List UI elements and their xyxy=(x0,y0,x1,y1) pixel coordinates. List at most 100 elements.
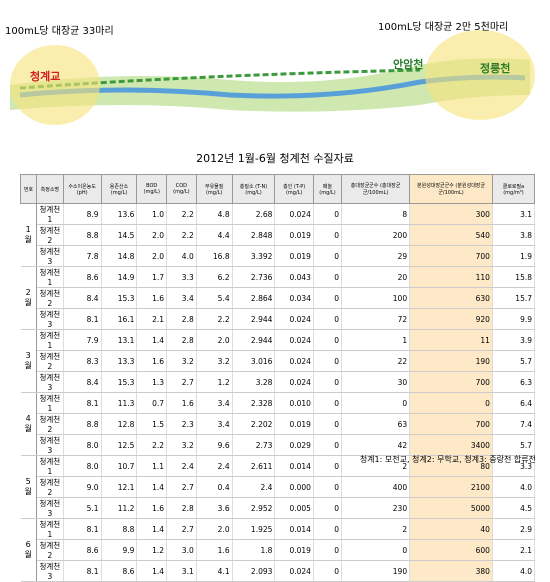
cell: 8.8 xyxy=(101,518,138,540)
cell: 0.7 xyxy=(136,392,168,414)
cell: 청계천3 xyxy=(36,434,64,456)
cell: 청계천3 xyxy=(36,245,64,267)
table-row: 청계천3 8.1 16.1 2.1 2.8 2.2 2.944 0.024 0 72 920 9.9 xyxy=(21,308,536,330)
cell: 0 xyxy=(313,266,343,288)
cell: 1.6 xyxy=(136,350,168,372)
cell: 0.024 xyxy=(274,560,314,582)
cell: 2.4 xyxy=(232,476,276,498)
cell: 2.9 xyxy=(492,518,536,540)
cell: 110 xyxy=(409,266,493,288)
cell: 100 xyxy=(341,287,411,309)
cell: 5000 xyxy=(409,497,493,519)
cell: 6.2 xyxy=(196,266,233,288)
cell: 2.0 xyxy=(196,518,233,540)
table-row: 청계천2 9.0 12.1 1.4 2.7 0.4 2.4 0.000 0 400 2100 4.0 xyxy=(21,476,536,498)
cell: 0.024 xyxy=(274,371,314,393)
cell: 0.024 xyxy=(274,350,314,372)
cell: 8.0 xyxy=(63,455,102,477)
cell: 72 xyxy=(341,308,411,330)
table-row: 청계천2 8.6 9.9 1.2 3.0 1.6 1.8 0.019 0 0 600 2.1 xyxy=(21,539,536,561)
cell: 청계천1 xyxy=(36,266,64,288)
table-row: 청계천2 8.8 12.8 1.5 2.3 3.4 2.202 0.019 0 63 700 7.4 xyxy=(21,413,536,435)
cell: 1.7 xyxy=(136,266,168,288)
cell: 2.944 xyxy=(232,308,276,330)
cell: 4.8 xyxy=(196,203,233,225)
cell: 11 xyxy=(409,329,493,351)
cell: 29 xyxy=(341,245,411,267)
cell: 200 xyxy=(341,224,411,246)
cell: 8 xyxy=(341,203,411,225)
cell: 3.4 xyxy=(196,413,233,435)
cell: 30 xyxy=(341,371,411,393)
cell: 8.9 xyxy=(63,203,102,225)
table-row: 4월 청계천1 8.1 11.3 0.7 1.6 3.4 2.328 0.010 0 0 0 6.4 xyxy=(20,392,536,456)
cell: 600 xyxy=(409,539,493,561)
cell: 0 xyxy=(313,245,343,267)
cell: 청계천2 xyxy=(36,287,64,309)
table-row: 3월 청계천1 7.9 13.1 1.4 2.8 2.0 2.944 0.024 0 1 11 3.9 xyxy=(20,329,536,393)
cell: 0.024 xyxy=(274,329,314,351)
cell: 0 xyxy=(313,560,343,582)
table-row: 청계천2 8.8 14.5 2.0 2.2 4.4 2.848 0.019 0 200 540 3.8 xyxy=(21,224,536,246)
column-header: 총인 (T-P)(mg/L) xyxy=(274,174,314,204)
cell: 4.1 xyxy=(196,560,233,582)
cell: 400 xyxy=(341,476,411,498)
cell: 0 xyxy=(341,539,411,561)
month-cell: 1월 xyxy=(20,203,37,267)
cell: 8.8 xyxy=(63,413,102,435)
cell: 2 xyxy=(341,518,411,540)
cell: 3400 xyxy=(409,434,493,456)
cell: 0.014 xyxy=(274,518,314,540)
cell: 2.8 xyxy=(166,497,197,519)
cell: 5.4 xyxy=(196,287,233,309)
column-header: 총질소 (T-N)(mg/L) xyxy=(231,174,276,204)
cell: 3.2 xyxy=(166,434,197,456)
cell: 0.024 xyxy=(274,308,314,330)
cell: 2.0 xyxy=(196,329,233,351)
cell: 3.2 xyxy=(196,350,233,372)
cell: 14.5 xyxy=(101,224,138,246)
callout: 100mL당 대장균 2만 5천마리 xyxy=(378,21,508,33)
cell: 1.6 xyxy=(136,287,168,309)
column-header: 번호 xyxy=(20,174,37,204)
cell: 8.6 xyxy=(63,539,102,561)
cell: 0 xyxy=(313,329,343,351)
column-header: 분원성대장균군수 (분원성대장균군/100mL) xyxy=(409,174,493,204)
cell: 0 xyxy=(341,392,411,414)
table-row: 청계천3 7.8 14.8 2.0 4.0 16.8 3.392 0.019 0 29 700 1.9 xyxy=(21,245,536,267)
cell: 11.2 xyxy=(101,497,138,519)
cell: 700 xyxy=(409,245,493,267)
cell: 8.4 xyxy=(63,371,102,393)
month-cell: 4월 xyxy=(20,392,37,456)
cell: 13.3 xyxy=(101,350,138,372)
cell: 2.952 xyxy=(232,497,276,519)
cell: 1.3 xyxy=(136,371,168,393)
cell: 15.3 xyxy=(101,371,138,393)
cell: 0.010 xyxy=(274,392,314,414)
cell: 0.019 xyxy=(274,539,314,561)
header-row: 번호 측정소명 수소이온농도 (pH) 용존산소 (mg/L) BOD (mg/L) CO… xyxy=(20,174,536,204)
cell: 4.5 xyxy=(492,497,536,519)
map-label: 안암천 xyxy=(393,57,423,71)
column-header: 총대장균군수 (총대장균군/100mL) xyxy=(340,174,411,204)
column-header: 수소이온농도 (pH) xyxy=(62,174,102,204)
cell: 9.9 xyxy=(492,308,536,330)
column-header: BOD (mg/L) xyxy=(136,174,168,204)
cell: 16.8 xyxy=(196,245,233,267)
cell: 1.925 xyxy=(232,518,276,540)
cell: 9.6 xyxy=(196,434,233,456)
cell: 63 xyxy=(341,413,411,435)
cell: 700 xyxy=(409,371,493,393)
stream-map: 100mL당 대장균 33마리 100mL당 대장균 2만 5천마리 청계교 안… xyxy=(5,21,535,125)
footnote: 청계1: 모전교, 청계2: 무학교, 청계3: 중랑천 합류전 xyxy=(359,455,536,464)
cell: 190 xyxy=(409,350,493,372)
cell: 1.4 xyxy=(136,518,168,540)
cell: 13.6 xyxy=(101,203,138,225)
month-cell: 3월 xyxy=(20,329,37,393)
table-row: 2월 청계천1 8.6 14.9 1.7 3.3 6.2 2.736 0.043 0 20 110 15… xyxy=(20,266,536,330)
table-row: 청계천3 8.0 12.5 2.2 3.2 9.6 2.73 0.029 0 42 3400 5.7 xyxy=(21,434,536,456)
cell: 0.034 xyxy=(274,287,314,309)
month-cell: 5월 xyxy=(20,455,37,519)
cell: 2.093 xyxy=(232,560,276,582)
cell: 8.0 xyxy=(63,434,102,456)
